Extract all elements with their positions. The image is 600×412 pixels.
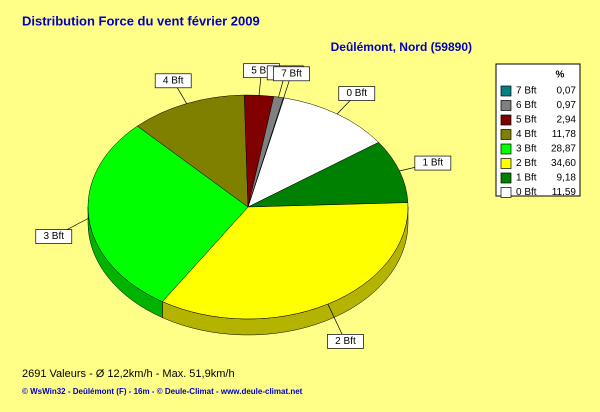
footer: 2691 Valeurs - Ø 12,2km/h - Max. 51,9km/… [22,368,235,380]
slice-label-box [35,229,73,244]
slice-label-box [338,86,376,101]
slice-label: 4 Bft [163,75,184,86]
slice-label: 3 Bft [43,231,64,242]
legend-swatch [500,129,512,140]
slice-label-box [414,155,452,171]
legend-label: 2 Bft [516,158,537,169]
slice-label-box [154,73,192,89]
legend-swatch [500,187,512,198]
legend-swatch [500,172,512,184]
legend-label: 5 Bft [516,115,537,126]
slice-label-box [273,66,310,82]
pie-slice [247,142,409,208]
legend-label: 1 Bft [516,173,537,184]
legend-value: 11,78 [552,129,577,140]
legend-value: 2,94 [557,115,577,126]
legend-label: 3 Bft [516,144,537,155]
legend-swatch [500,100,512,111]
legend-value: 0,97 [557,100,577,111]
legend-swatch [500,114,512,126]
legend-value: 34,60 [551,158,576,169]
slice-label: 2 Bft [335,336,356,347]
legend-swatch [500,143,512,155]
slice-label: 1 Bft [423,158,444,169]
legend-value: 11,59 [552,187,577,198]
chart-subtitle: Deûlémont, Nord (59890) [331,40,472,54]
slice-label: 0 Bft [346,88,367,99]
chart-title: Distribution Force du vent février 2009 [22,13,260,28]
credit: © WsWin32 - Deûlémont (F) - 16m - © Deul… [22,387,303,396]
legend-value: 28,87 [551,144,576,155]
legend-value: 0,07 [557,86,577,97]
pie-slice [162,202,409,320]
legend-header: % [556,70,565,81]
legend-label: 7 Bft [516,86,537,97]
legend-label: 4 Bft [516,129,537,140]
slice-label-box [327,334,364,349]
legend-swatch [500,158,512,169]
legend-value: 9,18 [557,173,577,184]
slice-label: 5 Bft [251,65,272,76]
legend-label: 0 Bft [516,187,537,198]
legend-label: 6 Bft [516,100,537,111]
legend-swatch [500,85,512,97]
slice-label: 7 Bft [281,68,302,79]
